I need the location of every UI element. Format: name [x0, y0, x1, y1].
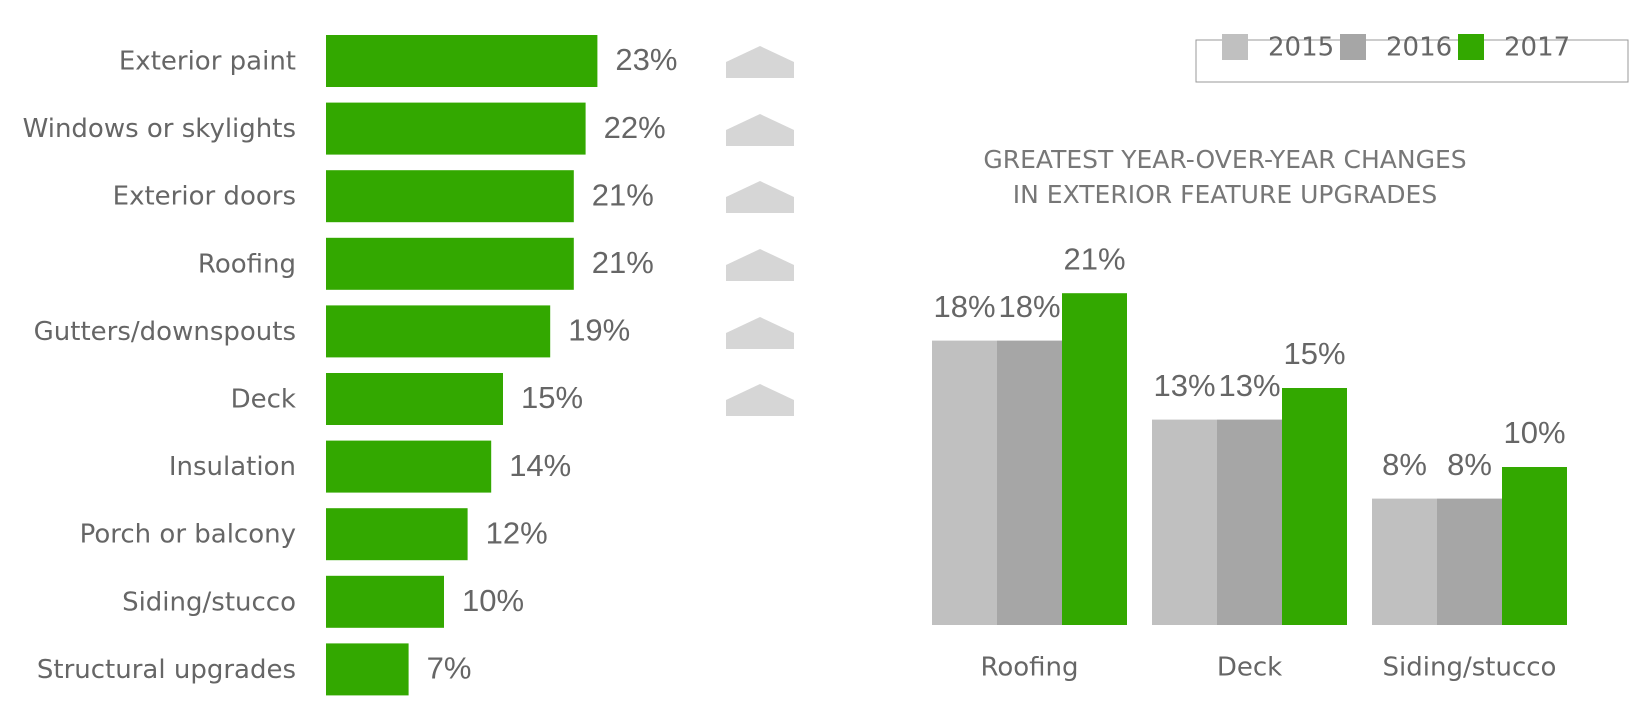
bar [1372, 498, 1437, 625]
chart-title: GREATEST YEAR-OVER-YEAR CHANGES [983, 145, 1466, 174]
chart-title: IN EXTERIOR FEATURE UPGRADES [1013, 180, 1437, 209]
legend-swatch [1222, 34, 1248, 60]
value-label: 21% [592, 177, 654, 212]
up-arrow [726, 384, 794, 416]
bar [326, 305, 551, 358]
value-label: 12% [486, 515, 548, 550]
category-label: Exterior doors [113, 182, 296, 212]
value-label: 10% [1503, 415, 1565, 450]
value-label: 13% [1153, 368, 1215, 403]
up-arrow [726, 46, 794, 78]
bar [932, 340, 997, 625]
value-label: 21% [1063, 241, 1125, 276]
up-arrow [726, 249, 794, 281]
bar [326, 170, 574, 223]
category-label: Siding/stucco [122, 587, 296, 617]
category-label: Deck [231, 385, 296, 415]
value-label: 23% [615, 42, 677, 77]
bar [326, 643, 409, 696]
category-label: Roofing [198, 249, 296, 279]
x-tick-label: Deck [1217, 653, 1282, 683]
trend-arrows [726, 46, 794, 416]
bar [1437, 498, 1502, 625]
up-arrow [726, 114, 794, 146]
category-label: Insulation [169, 452, 296, 482]
value-label: 8% [1382, 447, 1427, 482]
value-label: 21% [592, 245, 654, 280]
bar [326, 237, 574, 290]
up-arrow [726, 181, 794, 213]
bar [1217, 419, 1282, 625]
bar [1502, 467, 1567, 625]
bar [326, 440, 492, 493]
bar [997, 340, 1062, 625]
value-label: 15% [521, 380, 583, 415]
bar [326, 102, 586, 155]
value-label: 18% [998, 289, 1060, 324]
legend-label: 2015 [1268, 33, 1334, 63]
category-label: Gutters/downspouts [34, 317, 296, 347]
bar [326, 575, 444, 628]
bar [1062, 293, 1127, 625]
value-label: 10% [462, 583, 524, 618]
x-tick-label: Roofing [980, 653, 1078, 683]
legend-swatch [1340, 34, 1366, 60]
bar [326, 373, 503, 425]
value-label: 8% [1447, 447, 1492, 482]
legend-label: 2017 [1504, 33, 1570, 63]
value-label: 22% [604, 110, 666, 145]
bar [326, 35, 598, 87]
x-tick-label: Siding/stucco [1383, 653, 1557, 683]
bar [1282, 388, 1347, 625]
category-label: Porch or balcony [80, 520, 296, 550]
legend-label: 2016 [1386, 33, 1452, 63]
up-arrow [726, 317, 794, 349]
category-label: Windows or skylights [23, 114, 296, 144]
legend-box [1195, 39, 1629, 83]
value-label: 13% [1218, 368, 1280, 403]
value-label: 15% [1283, 336, 1345, 371]
category-label: Structural upgrades [37, 655, 296, 685]
value-label: 18% [933, 289, 995, 324]
bar [1152, 419, 1217, 625]
bar [326, 508, 468, 561]
value-label: 7% [427, 651, 472, 686]
legend-swatch [1458, 34, 1484, 60]
category-label: Exterior paint [119, 47, 296, 77]
value-label: 19% [568, 313, 630, 348]
value-label: 14% [509, 448, 571, 483]
